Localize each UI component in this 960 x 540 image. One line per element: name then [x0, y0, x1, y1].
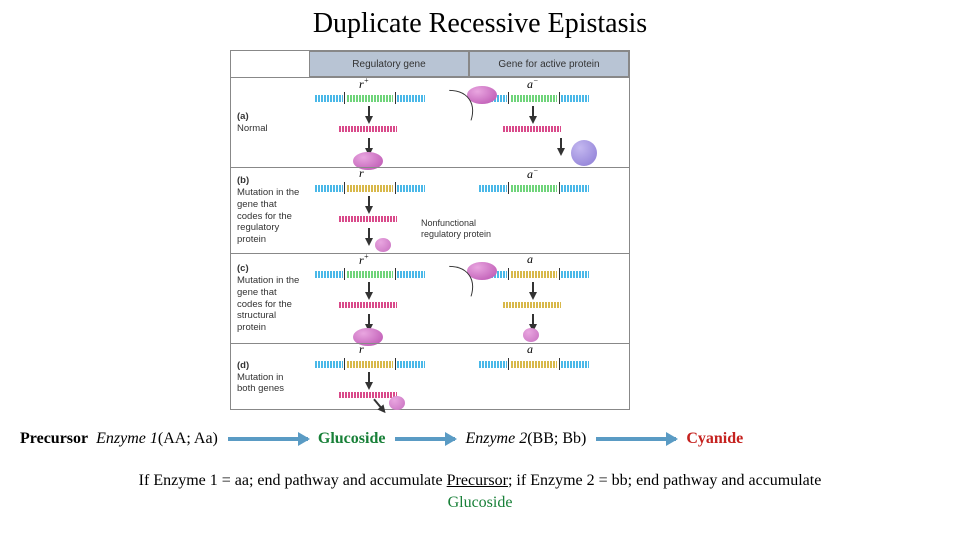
a-gene-label: a: [527, 252, 533, 267]
r-gene-label: r+: [359, 76, 369, 92]
r-gene-label: r: [359, 342, 364, 357]
nonfunctional-annot: Nonfunctional regulatory protein: [421, 218, 501, 240]
header-regulatory: Regulatory gene: [309, 51, 469, 77]
translation-arrow: [557, 148, 565, 156]
diagram-row-d: (d)Mutation in both genes r a: [231, 343, 629, 411]
footer-text: If Enzyme 1 = aa; end pathway and accumu…: [20, 470, 940, 515]
header-active-protein: Gene for active protein: [469, 51, 629, 77]
row-label: Normal: [237, 123, 303, 135]
gene-diagram: Regulatory gene Gene for active protein …: [230, 50, 630, 410]
active-protein: [571, 140, 597, 166]
footer-precursor: Precursor: [447, 472, 508, 489]
a-gene-label: a−: [527, 166, 538, 182]
nonfunctional-structural: [523, 328, 539, 342]
enzyme2-label: Enzyme 2: [465, 430, 527, 448]
row-label: Mutation in the gene that codes for the …: [237, 187, 303, 246]
row-label: Mutation in the gene that codes for the …: [237, 275, 303, 334]
diagram-row-c: (c)Mutation in the gene that codes for t…: [231, 253, 629, 343]
mrna: [339, 216, 397, 222]
pathway-arrow: [596, 437, 676, 441]
pathway: Precursor Enzyme 1 (AA; Aa) Glucoside En…: [20, 430, 940, 448]
dna-regulatory: [315, 92, 425, 104]
page-title: Duplicate Recessive Epistasis: [0, 0, 960, 40]
r-gene-label: r: [359, 166, 364, 181]
r-gene-label: r+: [359, 252, 369, 268]
dna-regulatory-mut: [315, 182, 425, 194]
row-tag: (a): [237, 111, 303, 123]
a-gene-label: a: [527, 342, 533, 357]
genotype2: (BB; Bb): [527, 430, 586, 448]
mrna-mut: [503, 302, 561, 308]
footer-part: If Enzyme 1 = aa; end pathway and accumu…: [139, 472, 447, 489]
footer-part: ; if Enzyme 2 = bb; end pathway and accu…: [508, 472, 821, 489]
dna-structural: [479, 182, 589, 194]
glucoside-label: Glucoside: [318, 430, 386, 448]
nonfunctional-protein: [375, 238, 391, 252]
diagram-row-b: (b)Mutation in the gene that codes for t…: [231, 167, 629, 253]
transcription-arrow: [529, 116, 537, 124]
enzyme1-label: Enzyme 1: [96, 430, 158, 448]
cyanide-label: Cyanide: [686, 430, 743, 448]
footer-glucoside: Glucoside: [448, 494, 513, 511]
genotype1: (AA; Aa): [158, 430, 218, 448]
row-tag: (c): [237, 263, 303, 275]
transcription-arrow: [365, 116, 373, 124]
precursor-label: Precursor: [20, 430, 88, 448]
pathway-arrow: [228, 437, 308, 441]
translation-arrow: [365, 238, 373, 246]
row-label: Mutation in both genes: [237, 372, 303, 396]
row-tag: (b): [237, 175, 303, 187]
pathway-arrow: [395, 437, 455, 441]
a-gene-label: a−: [527, 76, 538, 92]
diagram-row-a: (a)Normal r+ a−: [231, 77, 629, 167]
mrna: [503, 126, 561, 132]
row-tag: (d): [237, 360, 303, 372]
transcription-arrow: [365, 206, 373, 214]
